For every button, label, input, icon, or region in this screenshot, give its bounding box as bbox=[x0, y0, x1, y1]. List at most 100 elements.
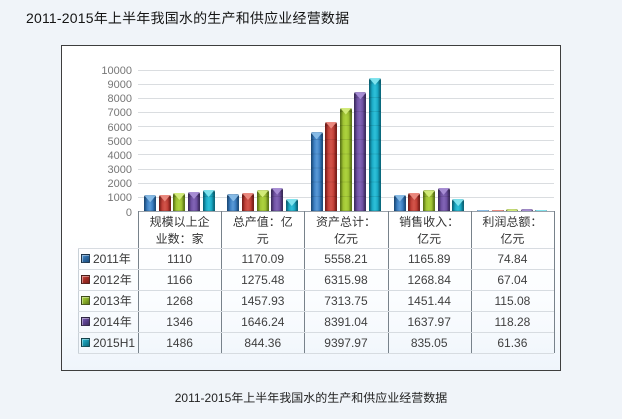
bar bbox=[144, 195, 157, 211]
table-header-cell: 销售收入：亿元 bbox=[399, 213, 460, 247]
table-horizontal-border bbox=[78, 268, 554, 270]
bar-gloss-highlight bbox=[369, 78, 381, 86]
chart-caption: 2011-2015年上半年我国水的生产和供应业经营数据 bbox=[174, 389, 448, 406]
table-row-label-text: 2011年 bbox=[93, 249, 131, 267]
bar bbox=[158, 194, 171, 211]
bar-gloss-highlight bbox=[158, 194, 171, 202]
bar bbox=[452, 199, 465, 211]
table-vertical-border bbox=[78, 248, 79, 353]
table-value-cell: 1166 bbox=[166, 270, 193, 288]
bar bbox=[285, 199, 298, 211]
legend-swatch bbox=[81, 274, 90, 284]
bar-gloss-highlight bbox=[310, 132, 323, 140]
table-value-cell: 844.36 bbox=[244, 333, 282, 351]
chart-panel: 0 1000 2000 3000 4000 5000 6000 7000 8000 9000 100… bbox=[61, 45, 561, 371]
bar-gloss-highlight bbox=[393, 194, 406, 202]
table-row-label-text: 2015H1 bbox=[93, 333, 136, 351]
bar bbox=[506, 209, 519, 211]
table-value-cell: 6315.98 bbox=[324, 270, 368, 288]
bar bbox=[408, 193, 421, 211]
bar bbox=[520, 209, 533, 211]
y-axis-tick-label: 10000 bbox=[101, 62, 132, 78]
bar-gloss-highlight bbox=[144, 195, 157, 203]
table-row-label: 2015H1 bbox=[78, 332, 138, 353]
bar bbox=[173, 193, 186, 211]
bar-gloss-highlight bbox=[491, 209, 504, 211]
bar bbox=[535, 209, 548, 211]
legend-swatch bbox=[81, 316, 90, 326]
table-value-cell: 1275.48 bbox=[241, 270, 285, 288]
table-value-cell: 9397.97 bbox=[324, 333, 368, 351]
bar-gloss-highlight bbox=[354, 92, 367, 100]
bar-gloss-highlight bbox=[173, 193, 186, 201]
bar-gloss-highlight bbox=[202, 189, 215, 197]
table-horizontal-border bbox=[78, 289, 554, 291]
bar bbox=[188, 191, 200, 211]
legend-swatch bbox=[81, 253, 90, 263]
y-axis-tick-label: 1000 bbox=[107, 189, 132, 206]
bar bbox=[369, 78, 381, 211]
bar-gloss-highlight bbox=[452, 199, 465, 207]
y-axis-tick-label: 3000 bbox=[107, 161, 132, 178]
table-vertical-border bbox=[387, 211, 389, 353]
bar-gloss-highlight bbox=[506, 209, 519, 211]
table-vertical-border bbox=[470, 211, 472, 353]
bar-gloss-highlight bbox=[408, 193, 421, 201]
bar bbox=[423, 190, 435, 211]
table-value-cell: 118.28 bbox=[494, 312, 531, 330]
table-value-cell: 67.04 bbox=[497, 270, 528, 288]
table-value-cell: 1646.24 bbox=[241, 312, 285, 330]
table-value-cell: 1451.44 bbox=[407, 291, 451, 309]
table-horizontal-border bbox=[78, 310, 554, 312]
table-header-cell: 总产值：亿元 bbox=[232, 213, 293, 247]
bar bbox=[256, 190, 269, 211]
table-vertical-border bbox=[138, 211, 139, 353]
table-vertical-border bbox=[304, 211, 306, 353]
bar bbox=[242, 192, 254, 211]
y-axis-tick-label: 6000 bbox=[107, 118, 132, 135]
bar bbox=[227, 194, 240, 211]
bar bbox=[491, 209, 504, 211]
table-row-label: 2014年 bbox=[78, 311, 138, 332]
bar-gloss-highlight bbox=[256, 190, 269, 198]
table-horizontal-border bbox=[78, 248, 554, 249]
bar-gloss-highlight bbox=[285, 199, 298, 207]
legend-swatch bbox=[81, 295, 90, 305]
table-vertical-border bbox=[221, 211, 223, 353]
table-value-cell: 115.08 bbox=[494, 291, 531, 309]
bar-gloss-highlight bbox=[325, 121, 338, 129]
bar bbox=[271, 187, 284, 211]
table-header-cell: 规模以上企业数：家 bbox=[149, 213, 210, 247]
bar-gloss-highlight bbox=[188, 191, 200, 199]
table-row-label: 2013年 bbox=[78, 290, 138, 311]
table-value-cell: 1268 bbox=[166, 291, 193, 309]
table-value-cell: 61.36 bbox=[497, 333, 528, 351]
y-axis-tick-label: 2000 bbox=[107, 175, 132, 192]
table-value-cell: 8391.04 bbox=[324, 312, 368, 330]
bar-gloss-highlight bbox=[271, 187, 284, 195]
table-value-cell: 1110 bbox=[167, 249, 193, 267]
table-row-label-text: 2013年 bbox=[93, 291, 132, 309]
y-axis-tick-label: 9000 bbox=[107, 76, 132, 93]
y-axis-tick-label: 5000 bbox=[107, 132, 132, 149]
table-row-label: 2012年 bbox=[78, 269, 138, 290]
bar-gloss-highlight bbox=[520, 209, 533, 211]
table-horizontal-border bbox=[78, 331, 554, 333]
bar-gloss-highlight bbox=[535, 209, 548, 211]
bar-gloss-highlight bbox=[477, 209, 489, 211]
table-value-cell: 1637.97 bbox=[407, 312, 451, 330]
gridline bbox=[138, 83, 554, 85]
y-axis-tick-label: 0 bbox=[125, 203, 132, 220]
gridline bbox=[138, 97, 554, 99]
y-axis-tick-label: 4000 bbox=[107, 146, 132, 163]
bar-gloss-highlight bbox=[437, 187, 450, 195]
table-value-cell: 1268.84 bbox=[407, 270, 451, 288]
table-header-cell: 利润总额：亿元 bbox=[482, 213, 543, 247]
table-row-label-text: 2012年 bbox=[93, 270, 132, 288]
x-axis-line bbox=[138, 211, 554, 212]
bar-gloss-highlight bbox=[242, 192, 254, 200]
legend-swatch bbox=[81, 337, 90, 347]
bar-gloss-highlight bbox=[227, 194, 240, 202]
table-value-cell: 5558.21 bbox=[324, 249, 368, 267]
